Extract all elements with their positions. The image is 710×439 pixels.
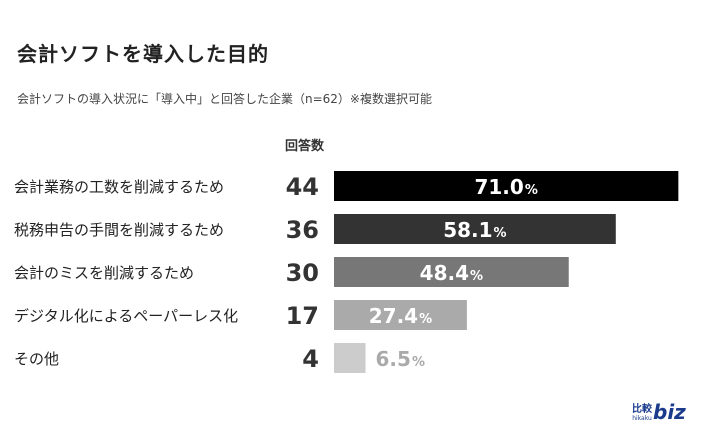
- value-label: 48.4%: [420, 261, 483, 285]
- bar: [334, 214, 616, 244]
- value-label: 58.1%: [443, 218, 506, 242]
- bar: [334, 171, 679, 201]
- value-label: 27.4%: [369, 304, 432, 328]
- chart-title: 会計ソフトを導入した目的: [17, 42, 269, 66]
- hikaku-biz-logo: 比較 hikaku biz: [632, 398, 686, 422]
- logo-romaji: hikaku: [632, 415, 652, 422]
- count-label: 36: [286, 216, 319, 244]
- category-label: デジタル化によるペーパーレス化: [14, 307, 238, 325]
- bar: [334, 343, 366, 373]
- count-label: 30: [286, 259, 319, 287]
- chart-subtitle: 会計ソフトの導入状況に「導入中」と回答した企業（n=62）※複数選択可能: [17, 92, 432, 106]
- count-label: 17: [286, 302, 319, 330]
- count-label: 4: [302, 345, 319, 373]
- value-label: 6.5%: [376, 347, 425, 371]
- count-column-header: 回答数: [285, 139, 325, 154]
- bar: [334, 257, 569, 287]
- logo-kanji: 比較: [632, 404, 652, 415]
- category-label: 会計業務の工数を削減するため: [14, 178, 224, 196]
- logo-text: biz: [653, 400, 686, 424]
- value-label: 71.0%: [474, 175, 537, 199]
- category-label: 会計のミスを削減するため: [14, 264, 194, 282]
- category-label: 税務申告の手間を削減するため: [14, 221, 224, 239]
- count-label: 44: [286, 173, 319, 201]
- category-label: その他: [14, 350, 59, 368]
- bar: [334, 300, 467, 330]
